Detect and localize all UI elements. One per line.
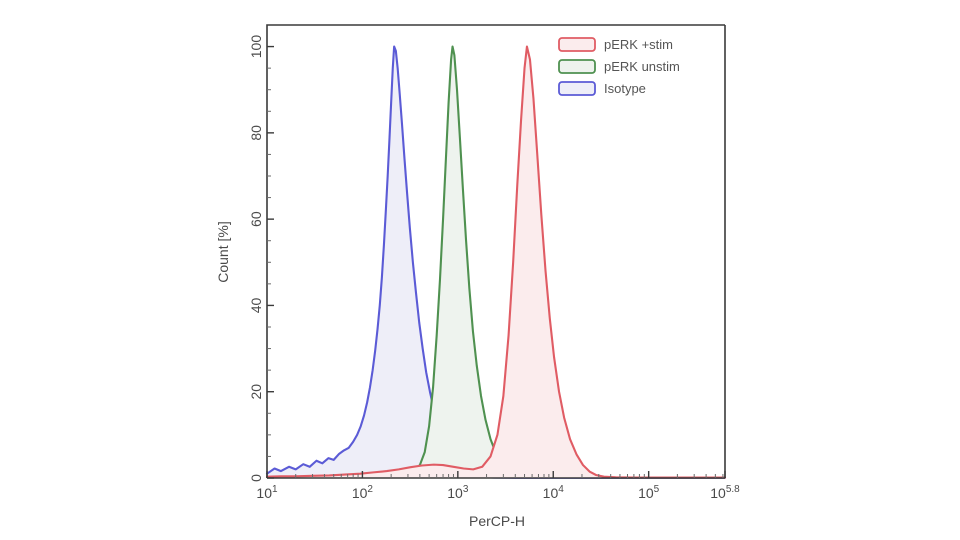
y-tick-label: 80 [248, 125, 264, 141]
y-axis-ticks: 0 20 40 60 80 100 [248, 35, 274, 482]
x-tick-label: 105 [638, 484, 660, 501]
y-tick-label: 100 [248, 35, 264, 59]
x-tick-exponent: 5 [654, 484, 660, 495]
x-axis-title: PerCP-H [469, 513, 525, 529]
series-area-perk-stim [267, 46, 725, 478]
y-tick-label: 20 [248, 384, 264, 400]
x-tick-label: 103 [447, 484, 469, 501]
x-tick-label: 105.8 [710, 484, 740, 501]
legend-swatch [558, 59, 596, 74]
series-line-isotype [265, 45, 727, 479]
chart-legend: pERK +stim pERK unstim Isotype [558, 37, 680, 96]
series-line-perk-unstim [265, 45, 727, 479]
curves-group [265, 45, 727, 479]
legend-label: Isotype [604, 81, 646, 96]
series-line-perk-stim [265, 45, 727, 479]
axes-group [266, 24, 726, 479]
series-area-isotype [267, 46, 725, 478]
series-area-perk-unstim [267, 46, 725, 478]
legend-swatch [558, 81, 596, 96]
y-axis-title: Count [%] [215, 221, 231, 282]
x-tick-label: 101 [256, 484, 278, 501]
legend-label: pERK +stim [604, 37, 673, 52]
plot-frame [266, 24, 725, 478]
x-tick-label: 104 [543, 484, 565, 501]
legend-swatch [558, 37, 596, 52]
y-tick-label: 60 [248, 211, 264, 227]
y-tick-label: 40 [248, 297, 264, 313]
x-tick-exponent: 5.8 [726, 484, 740, 495]
x-tick-exponent: 1 [272, 484, 278, 495]
x-tick-exponent: 3 [463, 484, 469, 495]
legend-label: pERK unstim [604, 59, 680, 74]
x-tick-exponent: 2 [367, 484, 373, 495]
x-tick-label: 102 [352, 484, 374, 501]
x-tick-exponent: 4 [558, 484, 564, 495]
y-tick-label: 0 [248, 474, 264, 482]
